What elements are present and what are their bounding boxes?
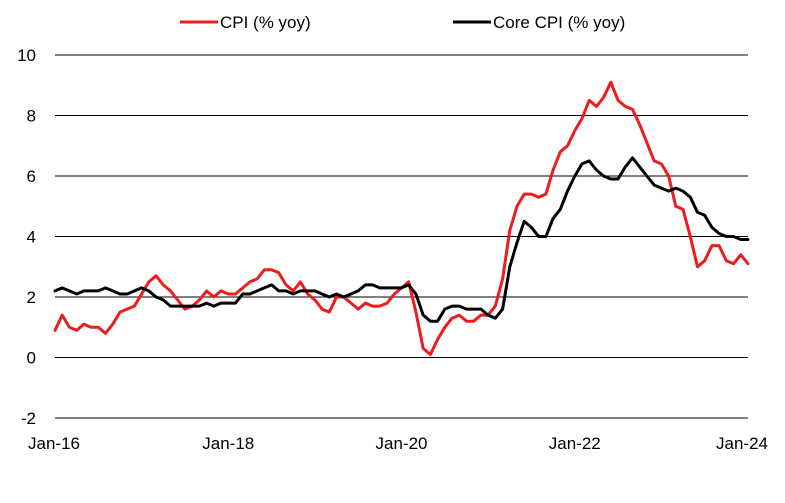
y-tick-label: 4 <box>27 228 36 247</box>
x-axis-ticks: Jan-16 Jan-18 Jan-20 Jan-22 Jan-24 <box>28 434 768 453</box>
series-line-cpi <box>53 80 750 356</box>
x-tick-label: Jan-22 <box>549 434 601 453</box>
y-tick-label: 0 <box>27 349 36 368</box>
series-lines <box>53 80 750 356</box>
y-tick-label: 10 <box>17 46 36 65</box>
legend-label-cpi: CPI (% yoy) <box>220 13 311 32</box>
legend: CPI (% yoy) Core CPI (% yoy) <box>180 13 625 32</box>
y-tick-label: 6 <box>27 167 36 186</box>
x-tick-label: Jan-24 <box>716 434 768 453</box>
x-tick-label: Jan-16 <box>28 434 80 453</box>
y-tick-label: -2 <box>21 409 36 428</box>
series-line-core-cpi <box>53 156 750 323</box>
y-tick-label: 8 <box>27 107 36 126</box>
x-tick-label: Jan-20 <box>376 434 428 453</box>
y-axis-ticks: -2 0 2 4 6 8 10 <box>17 46 36 428</box>
gridlines <box>55 54 748 419</box>
x-tick-label: Jan-18 <box>202 434 254 453</box>
legend-label-core-cpi: Core CPI (% yoy) <box>493 13 625 32</box>
y-tick-label: 2 <box>27 288 36 307</box>
